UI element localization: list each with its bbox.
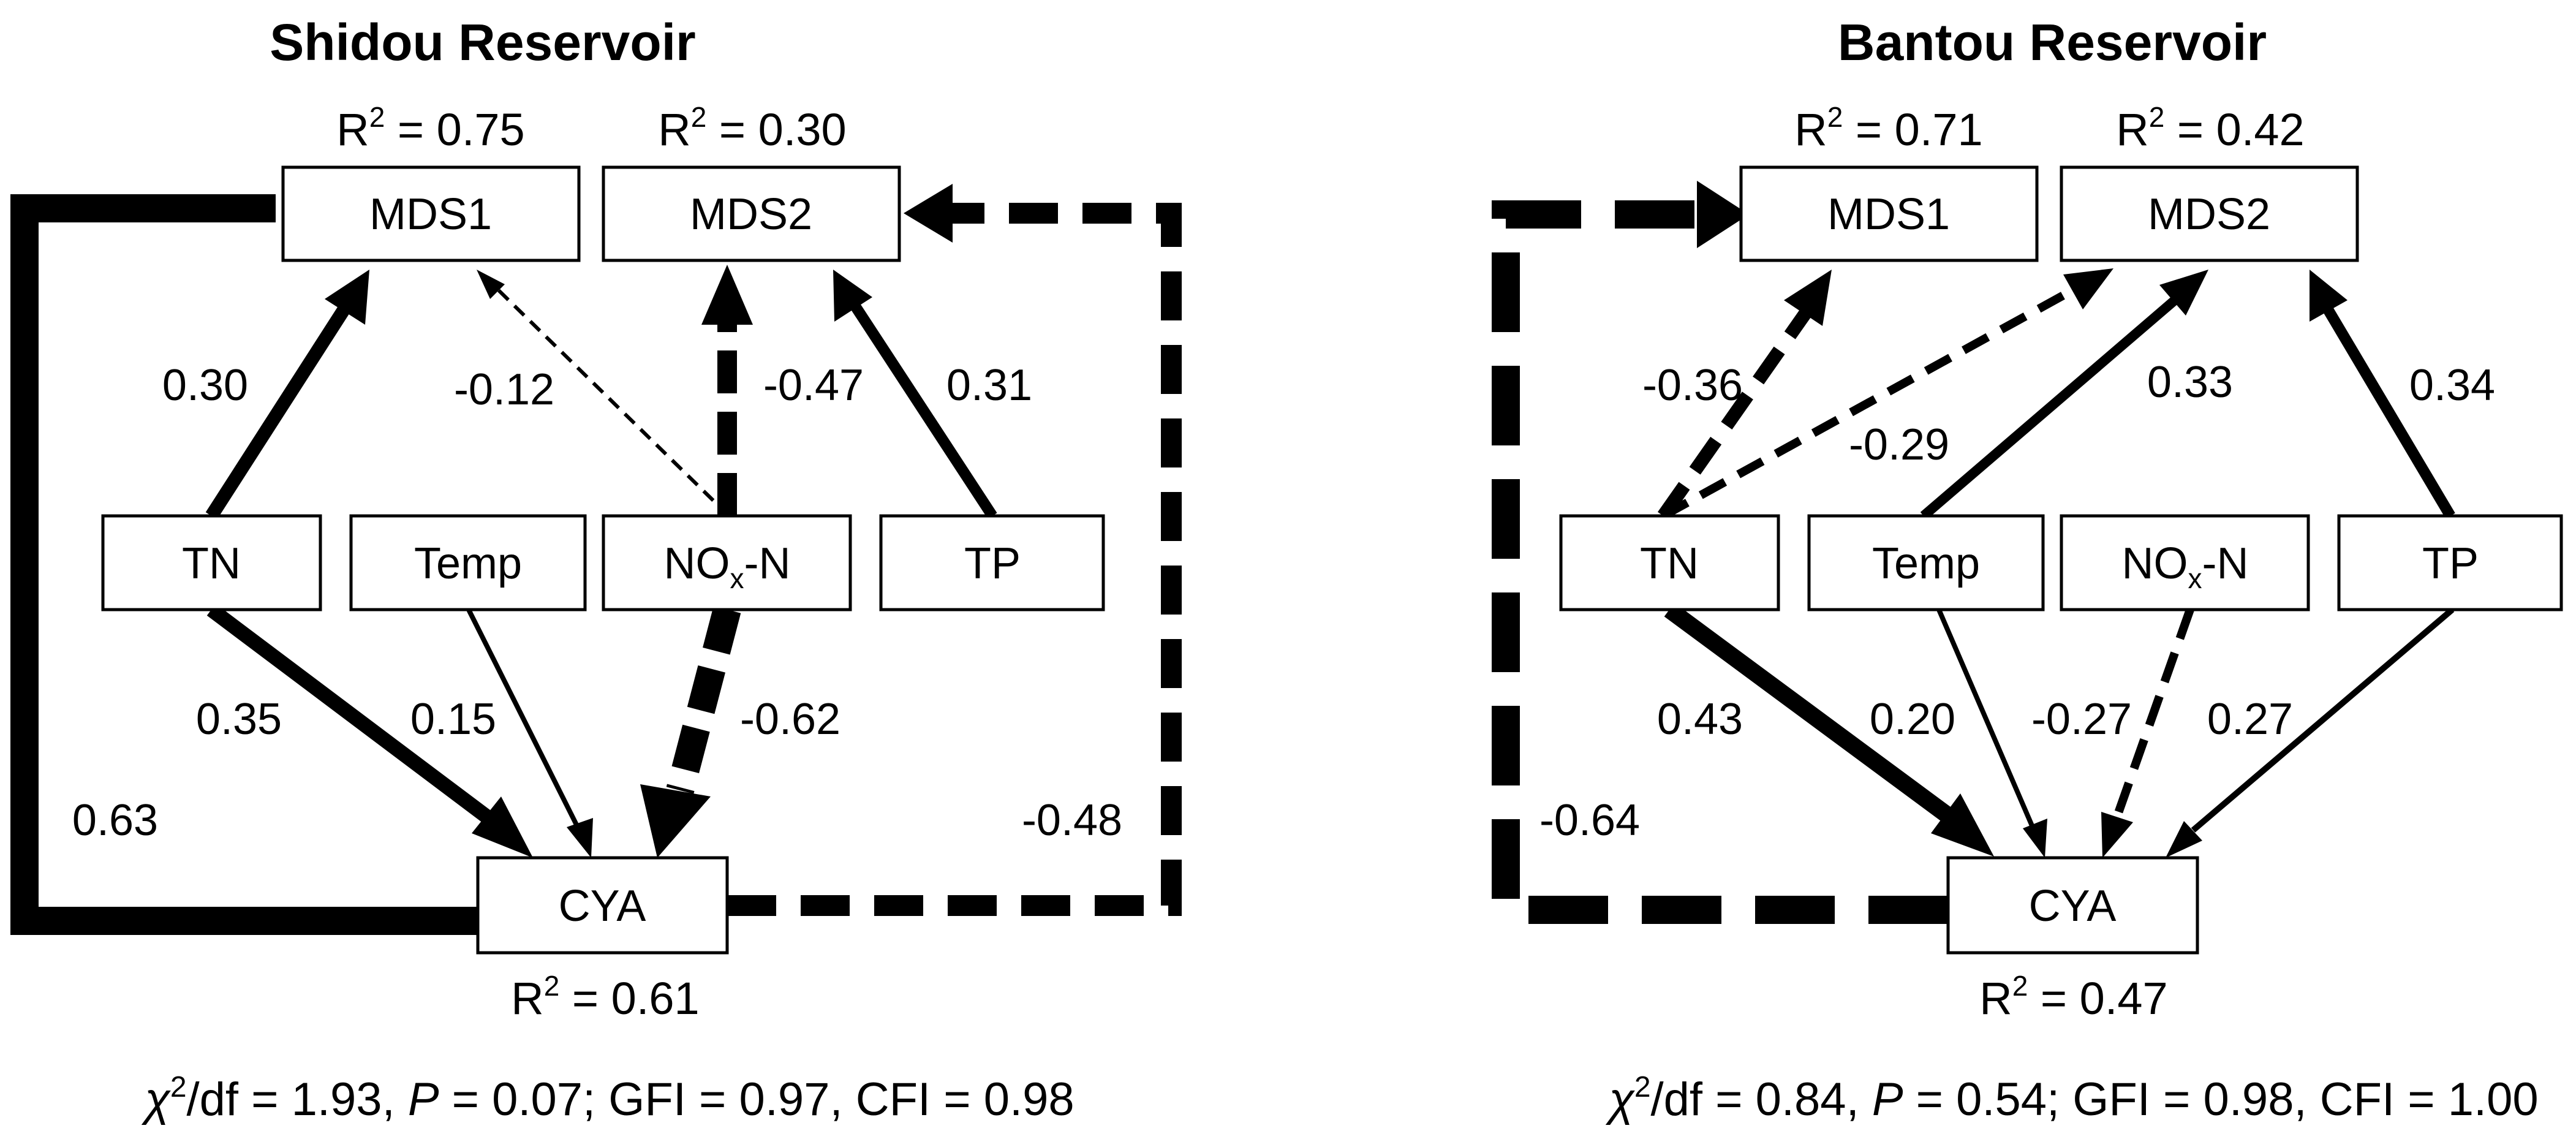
arrowhead-tn-mds2 <box>2063 268 2113 309</box>
node-label-nox: NOx-N <box>2122 539 2249 594</box>
arrowhead-nox-cya <box>2101 812 2133 858</box>
path-cya-mds1 <box>10 194 478 935</box>
fit-statistics: χ2/df = 1.93, P = 0.07; GFI = 0.97, CFI … <box>141 1071 1074 1126</box>
node-label-nox: NOx-N <box>664 539 791 594</box>
arrowhead-nox-mds2 <box>701 265 753 325</box>
arrowhead-tn-mds1 <box>1784 270 1832 326</box>
coef-nox-cya: -0.62 <box>740 695 840 744</box>
node-label-cya: CYA <box>2029 882 2117 931</box>
arrowhead-tp-mds2 <box>833 270 872 322</box>
node-temp <box>349 514 587 611</box>
fit-statistics: χ2/df = 0.84, P = 0.54; GFI = 0.98, CFI … <box>1605 1071 2538 1126</box>
arrowhead-nox-mds1 <box>477 270 505 299</box>
node-tn <box>101 514 322 611</box>
path-temp-cya <box>466 608 580 828</box>
coef-nox-mds2: -0.47 <box>763 361 864 410</box>
path-cya-mds2 <box>727 203 1182 916</box>
r2-mds2: R2 = 0.30 <box>658 101 846 155</box>
arrowhead-nox-cya <box>640 784 711 858</box>
node-mds2 <box>2060 165 2359 262</box>
node-nox <box>602 514 852 611</box>
node-tp <box>879 514 1105 611</box>
node-label-mds1: MDS1 <box>1827 190 1950 239</box>
r2-mds2: R2 = 0.42 <box>2116 101 2304 155</box>
node-label-tp: TP <box>2422 539 2479 588</box>
coef-cya-mds1: 0.63 <box>72 796 158 845</box>
node-mds2 <box>602 165 901 262</box>
panel-shidou: Shidou Reservoir R2 = 0.75 R2 = 0.30 R2 … <box>10 13 1182 1126</box>
r2-mds1: R2 = 0.71 <box>1794 101 1982 155</box>
path-tn-mds2 <box>1661 284 2079 520</box>
path-tn-mds1 <box>1657 308 1812 520</box>
node-mds1 <box>1739 165 2039 262</box>
coef-tp-cya: 0.27 <box>2207 695 2293 744</box>
path-tn-cya <box>1664 602 1957 825</box>
path-nox-mds1 <box>494 286 731 518</box>
node-label-mds2: MDS2 <box>2148 190 2270 239</box>
node-label-temp: Temp <box>414 539 522 588</box>
node-cya <box>1946 856 2199 955</box>
path-temp-cya <box>1936 608 2035 828</box>
coef-tn-mds1: 0.30 <box>162 361 248 410</box>
panel-bantou: Bantou Reservoir R2 = 0.71 R2 = 0.42 R2 … <box>1492 13 2563 1126</box>
arrowhead-cya-mds2 <box>904 184 953 243</box>
path-tn-mds1 <box>205 300 354 520</box>
coef-tp-mds2: 0.34 <box>2409 361 2495 410</box>
coef-tn-mds1: -0.36 <box>1642 361 1743 410</box>
node-label-tn: TN <box>1640 539 1699 588</box>
path-nox-cya <box>666 606 741 794</box>
arrowhead-tn-mds1 <box>325 270 369 325</box>
path-tp-mds2 <box>2323 306 2455 519</box>
arrowhead-tn-cya <box>1931 793 1994 857</box>
path-nox-cya <box>2112 608 2194 820</box>
coef-temp-cya: 0.15 <box>410 695 496 744</box>
node-label-mds1: MDS1 <box>369 190 492 239</box>
coef-cya-mds2: -0.48 <box>1022 796 1122 845</box>
node-label-tn: TN <box>182 539 241 588</box>
arrowhead-temp-mds2 <box>2159 270 2208 316</box>
path-tn-cya <box>206 604 495 825</box>
arrowhead-temp-cya <box>2023 819 2047 858</box>
r2-mds1: R2 = 0.75 <box>336 101 524 155</box>
arrowhead-cya-mds1 <box>1697 181 1749 248</box>
coef-temp-mds2: 0.33 <box>2147 358 2233 407</box>
arrowhead-tn-cya <box>472 797 533 858</box>
node-tp <box>2337 514 2563 611</box>
coef-tn-mds2: -0.29 <box>1849 420 1949 469</box>
node-temp <box>1807 514 2045 611</box>
panel-title: Bantou Reservoir <box>1838 13 2267 71</box>
path-tp-mds2 <box>848 300 997 519</box>
node-label-cya: CYA <box>559 882 646 931</box>
coef-tp-mds2: 0.31 <box>946 361 1032 410</box>
arrowhead-tp-cya <box>2166 821 2202 858</box>
path-temp-mds2 <box>1920 296 2178 520</box>
coef-nox-cya: -0.27 <box>2031 695 2132 744</box>
r2-cya: R2 = 0.47 <box>1979 970 2167 1024</box>
coef-cya-mds1: -0.64 <box>1539 796 1640 845</box>
coef-tn-cya: 0.35 <box>196 695 282 744</box>
node-tn <box>1559 514 1780 611</box>
arrowhead-tp-mds2 <box>2310 270 2347 322</box>
path-tp-cya <box>2191 607 2455 833</box>
panel-title: Shidou Reservoir <box>270 13 696 71</box>
node-nox <box>2060 514 2310 611</box>
coef-tn-cya: 0.43 <box>1657 695 1743 744</box>
coef-nox-mds1: -0.12 <box>454 365 554 414</box>
node-cya <box>476 856 729 955</box>
node-mds1 <box>281 165 581 262</box>
arrowhead-temp-cya <box>567 818 593 858</box>
r2-cya: R2 = 0.61 <box>511 970 699 1024</box>
coef-temp-cya: 0.20 <box>1870 695 1955 744</box>
node-label-mds2: MDS2 <box>690 190 812 239</box>
node-label-tp: TP <box>964 539 1021 588</box>
node-label-temp: Temp <box>1872 539 1980 588</box>
